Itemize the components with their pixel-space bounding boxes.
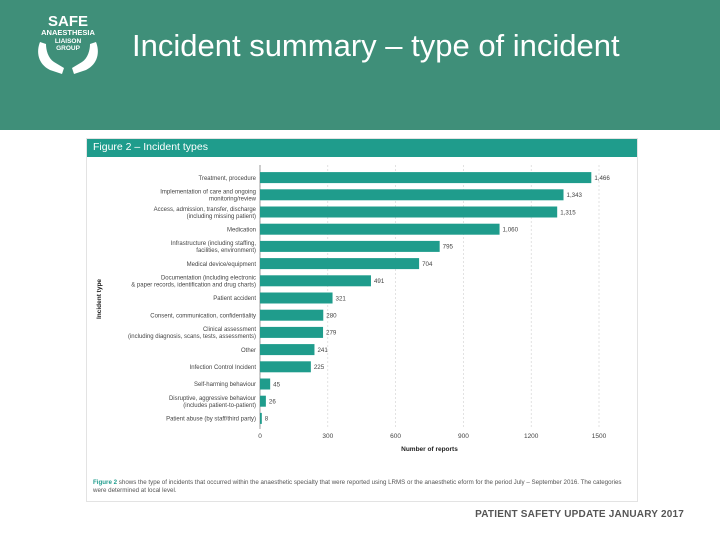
bar-value-label: 795	[443, 244, 454, 251]
category-label: Infection Control Incident	[190, 365, 257, 371]
category-label-line: monitoring/review	[209, 197, 257, 203]
figure-header-text: Figure 2 – Incident types	[93, 141, 208, 153]
bar-value-label: 1,343	[567, 192, 583, 199]
category-label: Disruptive, aggressive behaviour (include…	[169, 396, 256, 409]
bar-value-label: 225	[314, 364, 325, 371]
left-hand-icon	[38, 42, 64, 74]
figure-caption: Figure 2 shows the type of incidents tha…	[93, 479, 633, 495]
category-label-line: Other	[241, 348, 256, 354]
bar	[260, 326, 324, 338]
category-label-line: Infrastructure (including staffing,	[171, 241, 257, 247]
figure-header: Figure 2 – Incident types	[87, 139, 637, 157]
category-label-line: Clinical assessment	[203, 327, 256, 333]
caption-text: shows the type of incidents that occurre…	[93, 479, 622, 494]
bar	[260, 172, 592, 184]
category-label: Treatment, procedure	[199, 176, 257, 182]
category-label-line: Implementation of care and ongoing	[160, 190, 256, 196]
category-label: Consent, communication, confidentiality	[150, 313, 256, 319]
bar	[260, 378, 271, 390]
category-label-line: (includes patient-to-patient)	[183, 403, 256, 409]
x-tick-label: 300	[322, 433, 333, 440]
slide-title: Incident summary – type of incident	[132, 28, 620, 63]
category-label-line: (including missing patient)	[187, 214, 256, 220]
category-label: Medication	[227, 227, 256, 233]
bar-value-label: 241	[317, 347, 328, 354]
slide-header: SAFE ANAESTHESIA LIAISON GROUP Incident …	[0, 0, 720, 130]
bar	[260, 258, 420, 270]
bar-value-label: 321	[336, 295, 347, 302]
bar	[260, 309, 324, 321]
incident-type-bar-chart: 0 300 600 900 1200 1500 1,466 Treatment, proced…	[96, 165, 610, 453]
category-label: Patient abuse (by staff/third party)	[166, 417, 256, 423]
bar-value-label: 45	[273, 381, 280, 388]
category-label: Patient accident	[213, 296, 256, 302]
category-label: Access, admission, transfer, discharge (i…	[154, 207, 257, 220]
bar	[260, 275, 371, 287]
bar	[260, 361, 311, 373]
bar-value-label: 1,315	[560, 209, 576, 216]
bar	[260, 206, 558, 218]
bar	[260, 412, 262, 424]
bar	[260, 344, 315, 356]
logo-line-4: GROUP	[56, 45, 81, 52]
bar	[260, 395, 266, 407]
bar	[260, 189, 564, 201]
logo-line-2: ANAESTHESIA	[41, 28, 95, 37]
category-label-line: facilities, environment)	[196, 248, 256, 254]
figure-panel: Figure 2 – Incident types 0 300 600 900 1200…	[86, 138, 638, 502]
category-label: Documentation (including electronic & pap…	[131, 276, 256, 289]
safe-anaesthesia-logo: SAFE ANAESTHESIA LIAISON GROUP	[38, 13, 98, 74]
category-label-line: Medical device/equipment	[187, 262, 257, 268]
category-label-line: Medication	[227, 227, 256, 233]
x-tick-label: 1200	[524, 433, 539, 440]
bar-value-label: 1,060	[503, 227, 519, 234]
bar-value-label: 26	[269, 399, 276, 406]
y-axis-title: Incident type	[96, 279, 103, 319]
category-label: Implementation of care and ongoing monito…	[160, 190, 256, 203]
bar	[260, 292, 333, 304]
x-tick-label: 0	[258, 433, 262, 440]
category-label-line: & paper records, identification and drug…	[131, 283, 256, 289]
category-label-line: (including diagnosis, scans, tests, asse…	[128, 334, 256, 340]
category-label-line: Patient accident	[213, 296, 256, 302]
slide-footer: PATIENT SAFETY UPDATE JANUARY 2017	[475, 509, 684, 520]
bar-value-label: 279	[326, 330, 337, 337]
right-hand-icon	[72, 42, 98, 74]
bar-value-label: 8	[265, 416, 269, 423]
x-tick-label: 600	[390, 433, 401, 440]
category-label-line: Consent, communication, confidentiality	[150, 313, 256, 319]
bar	[260, 240, 440, 252]
category-label-line: Infection Control Incident	[190, 365, 257, 371]
bar-value-label: 704	[422, 261, 433, 268]
bar-value-label: 280	[326, 313, 337, 320]
category-label-line: Access, admission, transfer, discharge	[154, 207, 257, 213]
bar	[260, 223, 500, 235]
x-axis-title: Number of reports	[401, 446, 458, 453]
x-tick-label: 1500	[592, 433, 607, 440]
category-label: Other	[241, 348, 256, 354]
category-label: Self-harming behaviour	[194, 382, 256, 388]
caption-label: Figure 2	[93, 479, 118, 486]
category-label-line: Treatment, procedure	[199, 176, 257, 182]
category-label-line: Disruptive, aggressive behaviour	[169, 396, 256, 402]
category-label-line: Documentation (including electronic	[161, 276, 256, 282]
bar-value-label: 491	[374, 278, 385, 285]
category-label-line: Patient abuse (by staff/third party)	[166, 417, 256, 423]
x-tick-label: 900	[458, 433, 469, 440]
logo-line-3: LIAISON	[55, 38, 82, 45]
category-label: Clinical assessment (including diagnosis,…	[128, 327, 256, 340]
category-label: Medical device/equipment	[187, 262, 257, 268]
category-label: Infrastructure (including staffing, facil…	[171, 241, 257, 254]
category-label-line: Self-harming behaviour	[194, 382, 256, 388]
logo-line-1: SAFE	[48, 13, 88, 30]
bar-value-label: 1,466	[594, 175, 610, 182]
